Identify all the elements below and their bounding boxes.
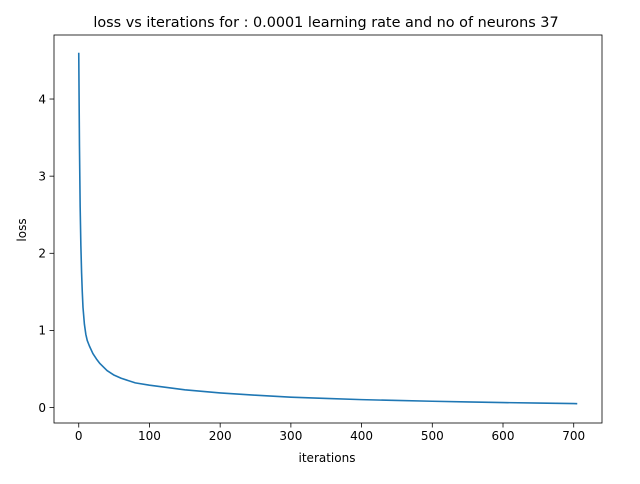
y-tick-label-3: 3 (38, 169, 46, 183)
axes-frame (53, 34, 603, 424)
x-tick-label-600: 600 (492, 429, 515, 443)
plot-area: 0 100 200 300 400 500 600 700 0 1 2 3 4 (38, 34, 603, 443)
x-tick-label-100: 100 (138, 429, 161, 443)
x-tick-label-700: 700 (562, 429, 585, 443)
x-tick-label-0: 0 (75, 429, 83, 443)
x-tick-label-300: 300 (279, 429, 302, 443)
x-tick-label-500: 500 (421, 429, 444, 443)
chart-title: loss vs iterations for : 0.0001 learning… (93, 15, 558, 31)
y-tick-label-0: 0 (38, 401, 46, 415)
x-tick-label-400: 400 (350, 429, 373, 443)
y-tick-label-4: 4 (38, 92, 46, 106)
series-line-0 (77, 52, 578, 405)
y-tick-label-2: 2 (38, 247, 46, 261)
x-tick-label-200: 200 (209, 429, 232, 443)
y-axis-label: loss (15, 218, 29, 241)
x-axis-label: iterations (299, 451, 356, 465)
y-tick-label-1: 1 (38, 324, 46, 338)
